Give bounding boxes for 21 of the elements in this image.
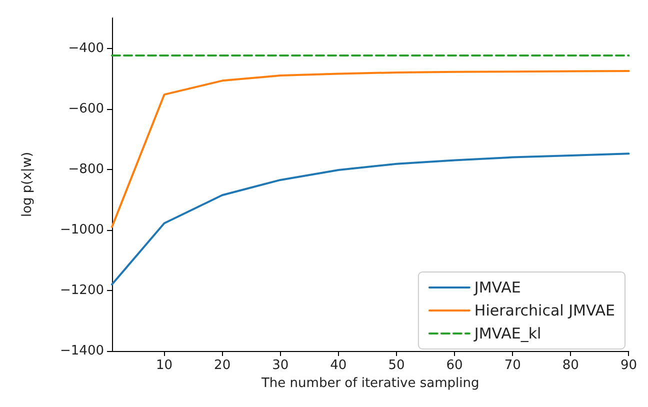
x-tick-label: 10 [156,358,173,373]
x-tick-label: 70 [504,358,521,373]
y-tick-label: −1400 [60,344,104,358]
y-tick-label: −800 [68,162,104,177]
x-axis-title: The number of iterative sampling [260,376,480,391]
x-tick-label: 80 [562,358,579,373]
y-tick-label: −400 [68,40,104,56]
legend-label: JMVAE [473,278,521,296]
x-tick-label: 20 [214,358,231,373]
y-axis-title: log p(x|w) [20,152,35,218]
y-tick-label: −1200 [60,282,104,298]
x-tick-label: 30 [272,358,289,373]
x-tick-label: 60 [446,358,463,373]
x-tick-label: 50 [388,358,405,373]
legend-label: Hierarchical JMVAE [474,302,616,320]
line-series [111,70,630,228]
legend-label: JMVAE_kl [473,324,542,342]
y-tick-label: −600 [68,101,104,116]
x-tick-label: 90 [620,358,637,373]
y-tick-label: −1000 [60,222,104,238]
x-tick-label: 40 [330,358,347,373]
